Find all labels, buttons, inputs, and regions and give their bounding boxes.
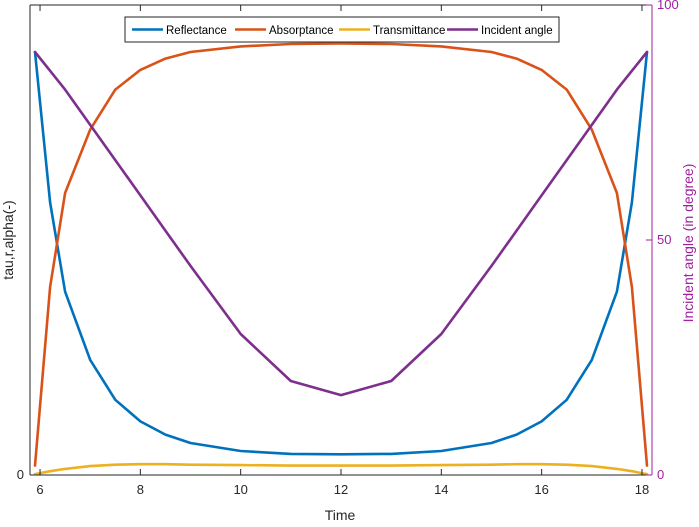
legend-label: Reflectance <box>166 25 227 37</box>
legend-label: Absorptance <box>269 25 334 37</box>
series-line-transmittance <box>33 462 649 476</box>
x-tick-label: 10 <box>233 482 247 497</box>
x-tick-label: 8 <box>137 482 144 497</box>
legend-label: Incident angle <box>481 25 553 37</box>
ticks-layer: 6 8 10 12 14 16 18 0 0 50 100 <box>17 0 679 497</box>
x-axis-label: Time <box>325 507 356 523</box>
x-tick-label: 16 <box>534 482 548 497</box>
series-line-reflectance <box>33 50 649 456</box>
y-right-tick-label: 100 <box>657 0 679 12</box>
y-right-tick-label: 0 <box>657 467 664 482</box>
series-line-incident-angle <box>33 50 649 397</box>
plot-background <box>30 5 652 475</box>
series-line-absorptance <box>33 42 649 467</box>
legend-label: Transmittance <box>373 25 445 37</box>
series-layer <box>33 42 649 476</box>
x-tick-label: 6 <box>36 482 43 497</box>
y-right-tick-label: 50 <box>657 232 671 247</box>
y-axis-label-right: Incident angle (in degree) <box>680 164 696 323</box>
x-tick-label: 18 <box>635 482 649 497</box>
legend: Reflectance Absorptance Transmittance Incid… <box>124 16 560 43</box>
x-tick-label: 14 <box>434 482 448 497</box>
y-axis-label-left: tau,r,alpha(-) <box>0 200 16 279</box>
y-left-tick-label: 0 <box>17 467 24 482</box>
x-tick-label: 12 <box>334 482 348 497</box>
